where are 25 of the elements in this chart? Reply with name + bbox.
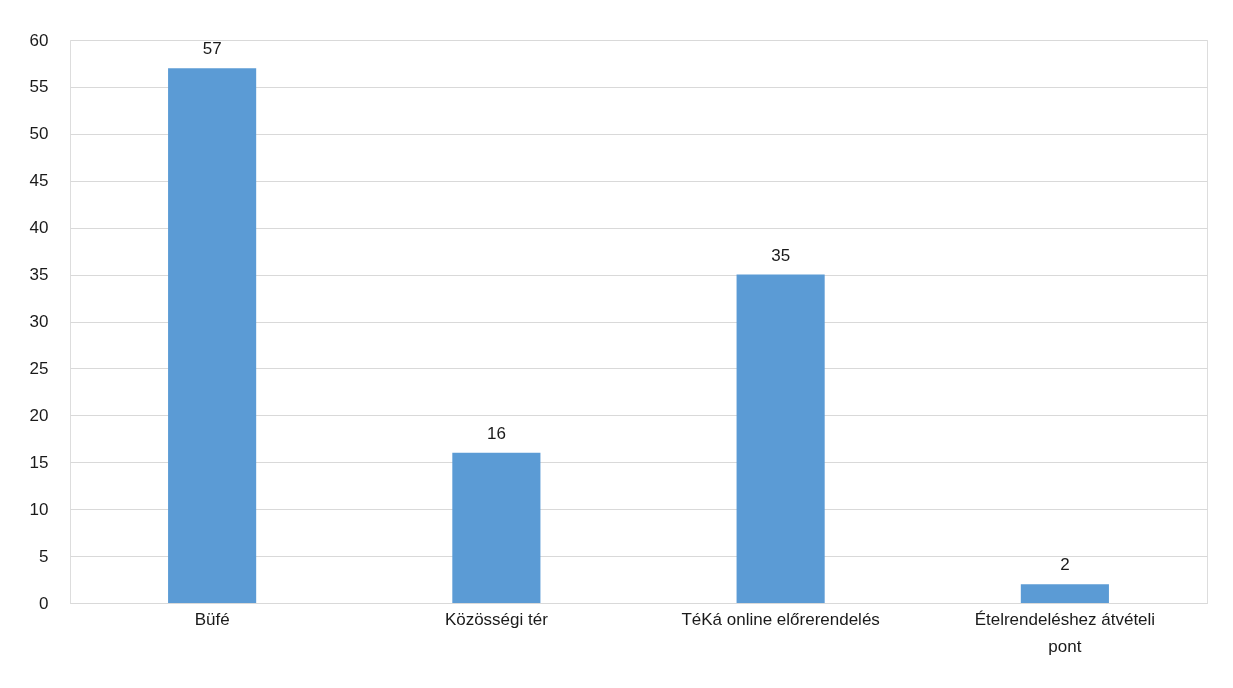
data-label: 57 [202,39,222,59]
y-tick-label: 40 [29,218,49,238]
y-tick-label: 35 [29,265,49,285]
y-tick-label: 20 [29,405,49,425]
y-tick-label: 50 [29,124,49,144]
x-tick-label: Ételrendeléshez átvételi pont [974,610,1156,656]
bar [168,68,257,603]
y-tick-label: 15 [29,452,49,472]
data-label: 16 [486,423,506,443]
bar [736,274,825,603]
y-tick-label: 5 [39,546,49,566]
x-tick-label: Büfé [194,610,230,629]
data-label: 35 [771,245,791,265]
data-label: 2 [1060,555,1070,575]
bar [452,452,541,603]
y-tick-label: 45 [29,171,49,191]
x-tick-label: TéKá online előrerendelés [681,610,880,629]
y-tick-label: 60 [29,30,49,50]
y-tick-label: 10 [29,499,49,519]
x-tick-label: Közösségi tér [444,610,549,629]
y-tick-label: 55 [29,77,49,97]
y-tick-label: 0 [39,593,49,613]
bar [1020,584,1109,603]
y-tick-label: 30 [29,312,49,331]
y-tick-label: 25 [29,358,49,378]
